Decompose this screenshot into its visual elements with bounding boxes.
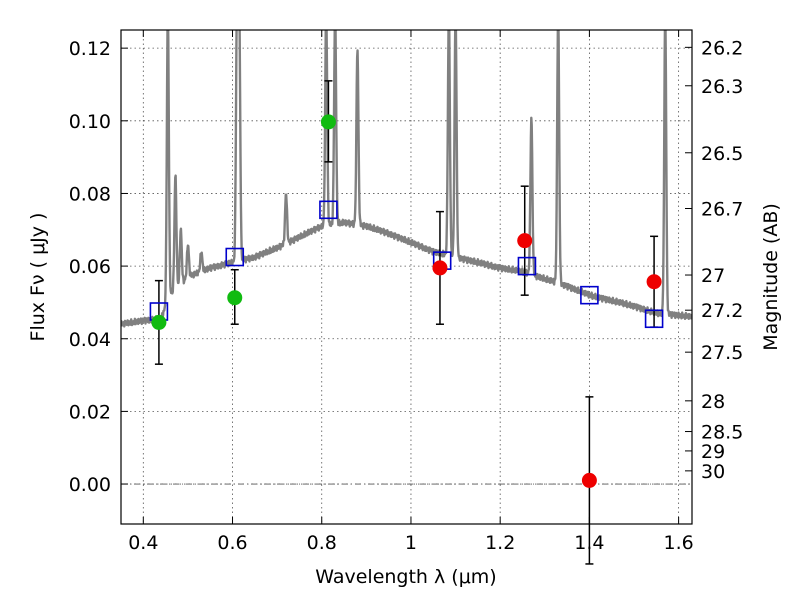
- measurement-point: [432, 260, 448, 276]
- right-axis-title: Magnitude (AB): [760, 203, 782, 351]
- x-tick-label: 0.8: [307, 532, 337, 554]
- x-tick-label: 1: [405, 532, 417, 554]
- right-tick-label: 26.3: [701, 76, 743, 98]
- y-tick-label: 0.10: [69, 111, 111, 133]
- y-tick-label: 0.08: [69, 183, 111, 205]
- x-tick-label: 0.6: [217, 532, 247, 554]
- measurement-point: [646, 274, 662, 290]
- y-tick-label: 0.12: [69, 38, 111, 60]
- measurement-point: [151, 314, 167, 330]
- measurement-point: [517, 233, 533, 249]
- plot-frame: [120, 29, 693, 525]
- model-box-marker: [580, 285, 599, 305]
- measurement-point-group: [151, 114, 662, 488]
- x-axis-title: Wavelength λ (μm): [315, 566, 496, 588]
- right-tick-label: 29: [701, 441, 725, 463]
- right-tick-label: 26.2: [701, 37, 743, 59]
- y-tick-label: 0.00: [69, 474, 111, 496]
- measurement-point: [227, 290, 243, 306]
- right-tick-label: 28.5: [701, 422, 743, 444]
- y-tick-label: 0.06: [69, 256, 111, 278]
- right-tick-label: 27: [701, 265, 725, 287]
- y-tick-label: 0.02: [69, 401, 111, 423]
- y-tick-label: 0.04: [69, 329, 111, 351]
- spectrum-group: [121, 30, 692, 328]
- spectrum-line: [121, 30, 692, 328]
- right-tick-label: 27.2: [701, 300, 743, 322]
- right-tick-label: 26.7: [701, 199, 743, 221]
- right-tick-label: 27.5: [701, 342, 743, 364]
- right-tick-label: 28: [701, 391, 725, 413]
- measurement-point: [581, 472, 597, 488]
- model-box-marker: [517, 256, 537, 276]
- model-box-marker: [644, 309, 664, 329]
- y-axis-ticks: 0.00 0.02 0.04 0.06 0.08 0.10 0.12: [69, 38, 128, 496]
- right-tick-label: 26.5: [701, 143, 743, 165]
- x-tick-label: 0.4: [128, 532, 158, 554]
- x-tick-label: 1.2: [485, 532, 515, 554]
- measurement-point: [320, 114, 336, 130]
- model-box-marker: [319, 200, 338, 220]
- model-box-marker: [225, 247, 245, 267]
- x-axis-ticks: 0.4 0.6 0.8 1 1.2 1.4 1.6: [128, 30, 694, 554]
- x-tick-label: 1.4: [574, 532, 604, 554]
- x-tick-label: 1.6: [664, 532, 694, 554]
- y-axis-title: Flux Fν ( μJy ): [27, 213, 49, 342]
- right-tick-label: 30: [701, 461, 725, 483]
